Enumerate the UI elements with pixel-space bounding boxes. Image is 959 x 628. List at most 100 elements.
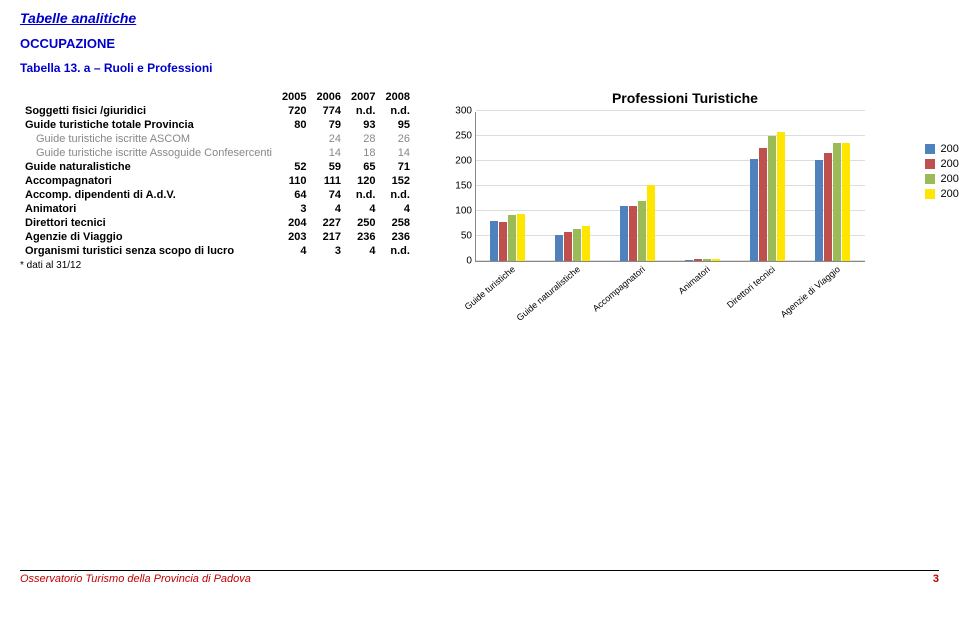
- row-label: Animatori: [20, 202, 277, 216]
- cell: 152: [380, 174, 414, 188]
- cell: 14: [380, 146, 414, 160]
- legend-item: 2007: [925, 173, 959, 185]
- page-footer: Osservatorio Turismo della Provincia di …: [20, 570, 939, 585]
- bar: [750, 159, 758, 261]
- bar: [685, 260, 693, 262]
- legend-item: 2008: [925, 188, 959, 200]
- cell: 217: [312, 230, 346, 244]
- cell: 720: [277, 104, 311, 118]
- data-table: 2005200620072008 Soggetti fisici /giurid…: [20, 90, 415, 258]
- cell: n.d.: [346, 188, 380, 202]
- row-label: Direttori tecnici: [20, 216, 277, 230]
- cell: 4: [277, 244, 311, 258]
- cell: 236: [380, 230, 414, 244]
- bar: [842, 143, 850, 261]
- cell: 120: [346, 174, 380, 188]
- footer-page: 3: [933, 573, 939, 585]
- cell: 3: [312, 244, 346, 258]
- col-header: 2006: [312, 90, 346, 104]
- section-title: Tabelle analitiche: [20, 10, 939, 26]
- cell: 71: [380, 160, 414, 174]
- bar: [629, 206, 637, 262]
- bar: [638, 201, 646, 261]
- table-footnote: * dati al 31/12: [20, 260, 415, 271]
- legend-item: 2006: [925, 158, 959, 170]
- legend-swatch: [925, 144, 935, 154]
- y-tick: 200: [455, 156, 476, 167]
- legend-swatch: [925, 159, 935, 169]
- bar: [573, 229, 581, 262]
- bar: [508, 215, 516, 262]
- chart-container: Professioni Turistiche 05010015020025030…: [445, 90, 925, 310]
- legend-swatch: [925, 174, 935, 184]
- footer-left: Osservatorio Turismo della Provincia di …: [20, 573, 251, 585]
- chart-plot: 050100150200250300Guide turisticheGuide …: [475, 112, 865, 262]
- cell: 774: [312, 104, 346, 118]
- x-tick: Guide naturalistiche: [515, 264, 582, 323]
- bar: [703, 259, 711, 261]
- bar: [815, 160, 823, 262]
- bar: [647, 185, 655, 261]
- legend-label: 2007: [940, 173, 959, 185]
- y-tick: 0: [466, 256, 476, 267]
- cell: n.d.: [380, 104, 414, 118]
- cell: 59: [312, 160, 346, 174]
- x-tick: Direttori tecnici: [725, 264, 777, 310]
- table-caption: Tabella 13. a – Ruoli e Professioni: [20, 61, 939, 75]
- chart-title: Professioni Turistiche: [445, 90, 925, 106]
- x-tick: Accompagnatori: [591, 264, 647, 313]
- cell: 227: [312, 216, 346, 230]
- x-tick: Agenzie di Viaggio: [779, 264, 842, 319]
- cell: 3: [277, 202, 311, 216]
- cell: 64: [277, 188, 311, 202]
- y-tick: 50: [461, 231, 476, 242]
- chart-legend: 2005 2006 2007 2008: [925, 140, 959, 203]
- row-label: Guide turistiche iscritte Assoguide Conf…: [20, 146, 277, 160]
- row-label: Accompagnatori: [20, 174, 277, 188]
- bar: [564, 232, 572, 262]
- cell: 4: [346, 244, 380, 258]
- legend-label: 2008: [940, 188, 959, 200]
- bar: [777, 132, 785, 261]
- col-header: 2008: [380, 90, 414, 104]
- bar: [582, 226, 590, 262]
- bar: [499, 222, 507, 262]
- row-label: Guide turistiche totale Provincia: [20, 118, 277, 132]
- cell: 4: [312, 202, 346, 216]
- cell: 4: [380, 202, 414, 216]
- cell: 93: [346, 118, 380, 132]
- bar: [620, 206, 628, 261]
- bar: [824, 153, 832, 262]
- y-tick: 100: [455, 206, 476, 217]
- legend-label: 2005: [940, 143, 959, 155]
- row-label: Guide naturalistiche: [20, 160, 277, 174]
- bar: [712, 259, 720, 261]
- cell: 236: [346, 230, 380, 244]
- cell: 110: [277, 174, 311, 188]
- cell: 79: [312, 118, 346, 132]
- cell: 258: [380, 216, 414, 230]
- x-tick: Animatori: [677, 264, 713, 296]
- cell: n.d.: [346, 104, 380, 118]
- x-tick: Guide turistiche: [463, 264, 517, 312]
- table-container: 2005200620072008 Soggetti fisici /giurid…: [20, 90, 415, 271]
- cell: n.d.: [380, 188, 414, 202]
- col-header: [20, 90, 277, 104]
- y-tick: 300: [455, 106, 476, 117]
- bar: [517, 214, 525, 262]
- cell: 250: [346, 216, 380, 230]
- cell: 95: [380, 118, 414, 132]
- cell: [277, 146, 311, 160]
- legend-item: 2005: [925, 143, 959, 155]
- bar: [694, 259, 702, 261]
- row-label: Soggetti fisici /giuridici: [20, 104, 277, 118]
- cell: 4: [346, 202, 380, 216]
- row-label: Guide turistiche iscritte ASCOM: [20, 132, 277, 146]
- bar: [759, 148, 767, 262]
- bar: [555, 235, 563, 261]
- col-header: 2007: [346, 90, 380, 104]
- cell: 26: [380, 132, 414, 146]
- cell: 14: [312, 146, 346, 160]
- cell: 203: [277, 230, 311, 244]
- bar: [768, 136, 776, 261]
